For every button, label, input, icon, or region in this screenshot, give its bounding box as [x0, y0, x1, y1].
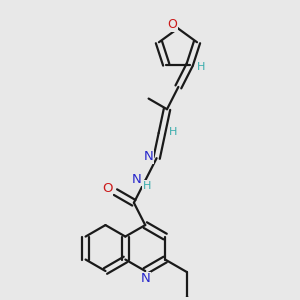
Text: N: N [143, 150, 153, 163]
Text: H: H [142, 181, 151, 191]
Text: N: N [131, 172, 141, 185]
Text: H: H [169, 127, 177, 137]
Text: O: O [102, 182, 112, 195]
Text: N: N [141, 272, 151, 285]
Text: H: H [197, 62, 205, 72]
Text: O: O [168, 18, 178, 32]
